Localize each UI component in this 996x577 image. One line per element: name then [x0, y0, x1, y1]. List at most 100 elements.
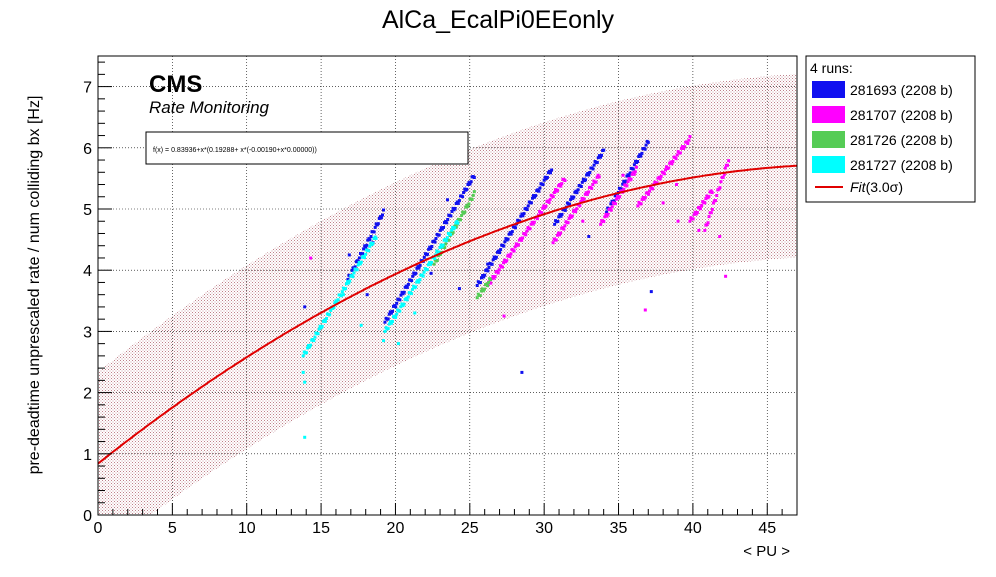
data-point	[427, 261, 431, 265]
data-point	[486, 269, 490, 273]
fit-formula-text: f(x) = 0.83936+x*(0.19288+ x*(-0.00190+x…	[153, 147, 317, 154]
data-point	[549, 171, 552, 175]
plot-frame	[97, 55, 798, 516]
data-point	[721, 175, 725, 179]
data-point	[609, 202, 613, 206]
data-point	[391, 309, 394, 313]
data-point	[498, 251, 502, 255]
data-point	[711, 201, 715, 205]
data-point	[320, 324, 324, 328]
data-point	[508, 255, 512, 259]
data-point	[706, 221, 710, 225]
data-point	[450, 210, 454, 213]
legend-box	[805, 55, 976, 203]
data-point	[568, 202, 571, 206]
data-point	[704, 197, 708, 201]
data-point	[454, 225, 458, 229]
series-0	[303, 139, 653, 374]
data-point	[521, 236, 525, 240]
data-point	[368, 244, 372, 248]
data-point	[628, 171, 632, 175]
data-point	[470, 198, 474, 201]
data-point	[494, 255, 498, 259]
data-point	[356, 263, 360, 267]
data-point	[402, 290, 406, 294]
data-point	[675, 183, 678, 186]
data-point	[520, 370, 524, 374]
data-point	[568, 214, 572, 218]
data-point	[480, 276, 483, 280]
data-point	[457, 199, 461, 203]
data-point	[382, 208, 385, 212]
data-point	[467, 202, 471, 206]
legend-swatch	[812, 106, 845, 123]
data-point	[471, 193, 475, 197]
y-tick-label: 1	[83, 447, 92, 464]
data-point	[605, 214, 609, 218]
data-point	[414, 271, 418, 275]
data-point	[442, 226, 445, 229]
data-point	[480, 287, 484, 291]
data-point	[365, 243, 369, 247]
data-point	[584, 178, 587, 182]
data-point	[610, 205, 614, 209]
data-point	[411, 287, 414, 291]
data-point	[599, 222, 603, 226]
x-tick-label: 35	[610, 520, 628, 537]
data-point	[512, 249, 516, 253]
y-tick-label: 6	[83, 141, 92, 158]
data-point	[594, 180, 598, 184]
data-point	[693, 210, 697, 214]
data-point	[596, 173, 600, 177]
data-point	[529, 222, 533, 226]
data-point	[687, 138, 691, 142]
data-point	[621, 173, 625, 177]
data-point	[579, 185, 583, 188]
data-point	[558, 233, 561, 237]
data-point	[682, 147, 685, 150]
data-point	[456, 221, 460, 225]
data-point	[540, 211, 544, 215]
data-point	[369, 235, 373, 238]
data-point	[358, 262, 362, 266]
data-point	[519, 237, 522, 241]
data-point	[538, 186, 542, 190]
data-point	[584, 191, 588, 195]
data-point	[309, 256, 313, 260]
data-point	[422, 255, 426, 259]
data-point	[359, 260, 363, 264]
data-point	[557, 215, 561, 219]
data-point	[306, 346, 309, 350]
fit-formula-box	[145, 131, 469, 165]
data-point	[323, 320, 327, 323]
data-point	[592, 163, 596, 167]
data-point	[371, 241, 375, 245]
data-point	[355, 268, 359, 272]
data-point	[376, 222, 380, 226]
data-point	[710, 191, 714, 195]
data-point	[509, 252, 513, 256]
data-point	[410, 279, 414, 283]
data-point	[646, 140, 650, 144]
x-axis-label: < PU >	[743, 543, 790, 560]
data-point	[335, 300, 339, 304]
x-tick-label: 20	[387, 520, 405, 537]
data-point	[664, 168, 667, 172]
data-point	[671, 160, 675, 163]
x-tick-label: 10	[238, 520, 256, 537]
data-point	[478, 281, 482, 284]
data-point	[374, 236, 378, 240]
data-point	[525, 229, 529, 233]
data-point	[585, 192, 589, 196]
data-point	[377, 217, 381, 220]
data-point	[435, 259, 439, 262]
data-point	[445, 221, 449, 225]
data-point	[459, 218, 462, 222]
data-point	[643, 147, 647, 151]
data-point	[388, 320, 392, 324]
data-point	[695, 210, 699, 214]
data-point	[336, 298, 340, 302]
data-point	[669, 160, 673, 164]
cms-sublabel: Rate Monitoring	[149, 98, 270, 117]
